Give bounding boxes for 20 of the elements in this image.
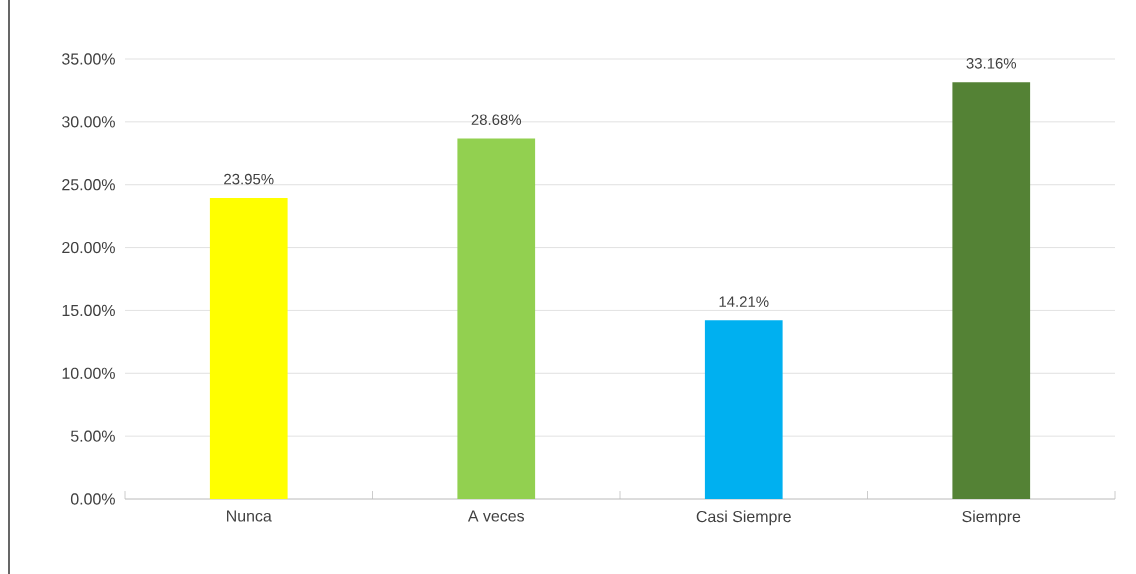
y-tick-label: 25.00%: [62, 179, 115, 191]
y-tick-label: 30.00%: [62, 116, 115, 128]
y-tick-label: 5.00%: [70, 430, 115, 442]
x-tick-label: Nunca: [227, 510, 272, 522]
bar: [704, 320, 783, 499]
bar: [457, 138, 536, 499]
y-tick-label: 35.00%: [62, 53, 115, 65]
y-tick-label: 15.00%: [62, 304, 115, 317]
y-tick-label: 20.00%: [62, 241, 115, 254]
data-label: 33.16%: [966, 58, 1017, 69]
x-tick-label: A veces: [467, 510, 525, 522]
y-tick-label: 10.00%: [62, 367, 115, 379]
data-label: 23.95%: [224, 173, 274, 185]
data-label: 28.68%: [471, 114, 522, 125]
y-tick-label: 0.00%: [70, 493, 115, 505]
x-tick-label: Casi Siempre: [696, 510, 791, 526]
x-tick-label: Siempre: [962, 510, 1021, 526]
bar: [209, 197, 288, 499]
data-label: 14.21%: [719, 296, 769, 307]
bar: [952, 82, 1031, 499]
